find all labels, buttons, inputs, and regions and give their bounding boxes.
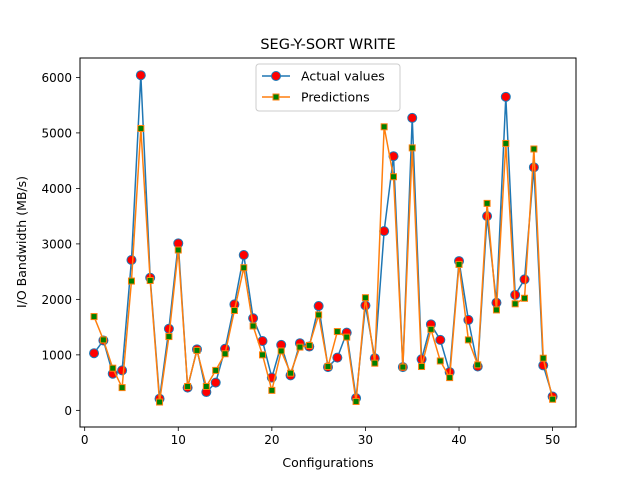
data-point-actual-values [313,301,324,312]
data-point-predictions [408,144,416,152]
plot-area [89,70,558,406]
data-point-predictions [418,363,426,371]
data-point-predictions [474,361,482,369]
y-tick-label: 6000 [41,71,72,85]
data-point-actual-values [117,365,128,376]
data-point-predictions [361,294,369,302]
data-point-predictions [90,313,98,321]
data-point-predictions [109,364,117,372]
data-point-actual-values [379,226,390,237]
data-point-predictions [549,395,557,403]
y-axis: 0 1000 2000 3000 4000 5000 6000 [41,71,80,418]
data-point-predictions [530,145,538,153]
data-point-actual-values [435,334,446,345]
data-point-predictions [455,260,463,268]
x-tick-label: 20 [264,433,279,447]
data-point-actual-values [126,254,137,265]
data-point-predictions [492,306,500,314]
legend-actual-marker [271,71,281,81]
y-tick-label: 4000 [41,182,72,196]
x-tick-label: 10 [171,433,186,447]
data-point-predictions [137,124,145,132]
data-point-predictions [446,374,454,382]
data-point-predictions [146,277,154,285]
data-point-predictions [277,347,285,355]
data-point-predictions [249,322,257,330]
data-point-predictions [240,264,248,272]
y-tick-label: 5000 [41,126,72,140]
y-tick-label: 0 [64,404,72,418]
data-point-predictions [502,139,510,147]
data-point-predictions [511,300,519,308]
data-point-predictions [436,357,444,365]
data-point-predictions [333,328,341,336]
data-point-predictions [390,173,398,181]
y-axis-label: I/O Bandwidth (MB/s) [14,176,29,308]
data-point-predictions [380,123,388,131]
data-point-predictions [464,336,472,344]
data-point-predictions [371,359,379,367]
data-point-actual-values [519,274,530,285]
data-point-actual-values [500,91,511,102]
data-point-actual-values [135,70,146,81]
data-point-actual-values [238,249,249,260]
data-point-predictions [315,311,323,319]
data-point-actual-values [332,352,343,363]
legend-predictions-marker [272,93,280,101]
legend-actual-label: Actual values [301,69,385,84]
plot-frame [79,57,577,428]
chart-title: SEG-Y-SORT WRITE [260,37,395,53]
data-point-predictions [156,398,164,406]
data-point-predictions [221,350,229,358]
y-tick-label: 1000 [41,348,72,362]
data-point-predictions [202,382,210,390]
data-point-predictions [399,363,407,371]
data-point-predictions [127,277,135,285]
data-point-predictions [343,333,351,341]
x-tick-label: 30 [358,433,373,447]
x-tick-label: 50 [545,433,560,447]
data-point-predictions [258,351,266,359]
data-point-predictions [212,366,220,374]
data-point-predictions [268,386,276,394]
data-point-predictions [521,294,529,302]
legend: Actual values Predictions [255,63,401,112]
data-point-predictions [118,384,126,392]
y-tick-label: 2000 [41,293,72,307]
x-tick-label: 0 [81,433,89,447]
data-point-predictions [324,363,332,371]
legend-predictions-label: Predictions [301,90,370,105]
data-point-actual-values [407,112,418,123]
data-point-predictions [483,199,491,207]
data-point-actual-values [538,360,549,371]
data-point-predictions [165,333,173,341]
data-point-predictions [539,354,547,362]
y-tick-label: 3000 [41,237,72,251]
x-axis-label: Configurations [282,455,373,470]
data-point-predictions [305,341,313,349]
data-point-predictions [287,369,295,377]
data-point-predictions [193,346,201,354]
data-point-predictions [427,325,435,333]
legend-box [255,63,401,112]
x-tick-label: 40 [451,433,466,447]
data-point-actual-values [173,238,184,249]
data-point-actual-values [210,377,221,388]
data-point-predictions [296,343,304,351]
series-line-predictions [93,126,554,403]
data-point-predictions [352,397,360,405]
data-point-predictions [184,382,192,390]
data-point-predictions [230,306,238,314]
data-point-predictions [174,246,182,254]
x-axis: 0 10 20 30 40 50 [81,427,560,447]
data-point-actual-values [89,348,100,359]
data-point-predictions [99,336,107,344]
